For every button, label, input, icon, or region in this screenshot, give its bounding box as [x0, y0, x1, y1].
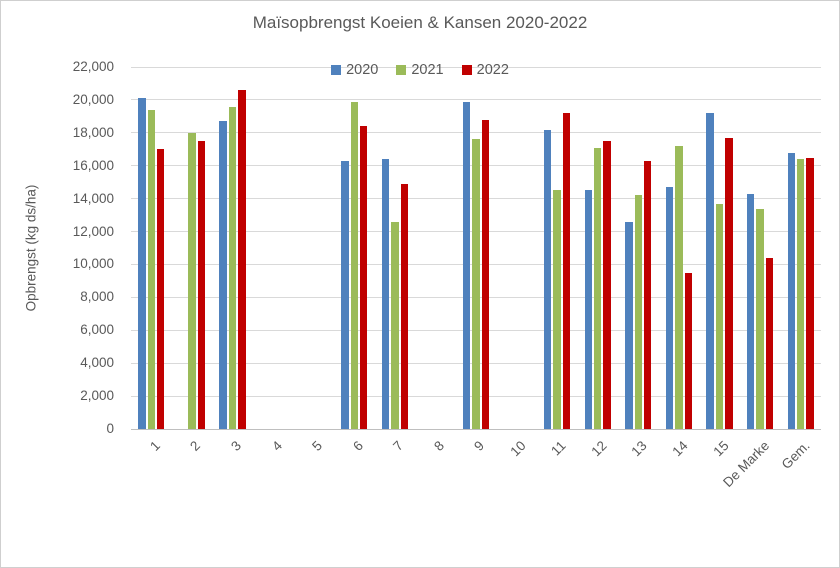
y-axis-tick-labels: 0 2,000 4,000 6,000 8,000 10,000 12,000 14,000 1…	[1, 1, 114, 567]
bar-2020-7	[381, 159, 390, 429]
x-axis-label-11: 11	[548, 438, 569, 459]
x-axis-label-8: 8	[431, 438, 448, 454]
bar-2020-13	[625, 221, 633, 429]
x-axis-label-6: 6	[349, 438, 366, 454]
bar-2021-2	[188, 132, 196, 429]
bar-2020-Gem.	[787, 152, 795, 429]
y-tick-label-14000: 14,000	[72, 190, 114, 206]
bar-2022-De Marke	[765, 257, 774, 429]
x-axis-label-15: 15	[709, 438, 732, 460]
bar-2021-15	[715, 203, 724, 429]
x-axis-label-7: 7	[390, 438, 407, 454]
y-tick-label-10000: 10,000	[72, 256, 114, 272]
bar-2021-7	[391, 221, 399, 429]
bar-2022-2	[197, 141, 205, 429]
x-axis-label-1: 1	[146, 438, 163, 454]
bar-2022-12	[603, 141, 611, 429]
chart-legend: 2020 2021 2022	[1, 62, 839, 78]
bar-2021-14	[675, 145, 683, 429]
bar-2020-15	[706, 113, 714, 429]
bar-2021-9	[472, 139, 480, 429]
bar-2021-11	[553, 190, 561, 429]
bar-2022-14	[684, 272, 693, 429]
bar-2021-1	[147, 109, 155, 429]
bar-2020-De Marke	[747, 193, 755, 429]
bar-2021-13	[634, 195, 643, 429]
x-axis-label-Gem.: Gem.	[778, 438, 813, 472]
bar-2021-Gem.	[797, 159, 805, 429]
bar-2021-12	[594, 147, 602, 429]
bar-2020-1	[138, 98, 146, 429]
legend-item-2021: 2021	[396, 62, 444, 78]
bar-2022-1	[156, 149, 165, 429]
legend-label-2021: 2021	[411, 62, 444, 78]
y-tick-label-0: 0	[106, 421, 114, 436]
bar-2021-6	[350, 101, 358, 429]
y-tick-label-8000: 8,000	[80, 289, 114, 305]
legend-label-2020: 2020	[346, 62, 379, 78]
x-axis-label-3: 3	[228, 438, 245, 454]
y-tick-label-16000: 16,000	[72, 157, 114, 173]
gridline-18000	[131, 132, 821, 134]
x-axis-label-4: 4	[268, 438, 285, 454]
bar-2020-12	[584, 190, 593, 429]
legend-swatch-2021	[396, 65, 407, 75]
gridline-20000	[131, 99, 821, 101]
y-tick-label-22000: 22,000	[72, 59, 114, 74]
bar-2022-7	[400, 183, 408, 429]
x-axis-label-5: 5	[309, 438, 326, 454]
gridline-22000	[131, 66, 821, 68]
bar-2021-De Marke	[756, 208, 764, 429]
bar-2021-3	[228, 106, 237, 429]
bar-2020-3	[219, 121, 227, 429]
legend-item-2020: 2020	[331, 62, 378, 78]
bar-2022-3	[238, 90, 246, 429]
bar-2022-11	[562, 113, 571, 429]
bar-2020-14	[665, 187, 674, 429]
x-axis-label-9: 9	[471, 438, 488, 454]
y-tick-label-12000: 12,000	[72, 223, 114, 239]
y-tick-label-2000: 2,000	[80, 388, 114, 404]
legend-swatch-2020	[331, 65, 342, 75]
y-tick-label-18000: 18,000	[72, 124, 114, 140]
bar-2022-6	[359, 126, 368, 429]
bar-2022-13	[644, 160, 652, 429]
x-axis-label-2: 2	[187, 438, 204, 454]
x-axis-label-12: 12	[588, 438, 610, 460]
y-tick-label-4000: 4,000	[80, 355, 114, 371]
legend-swatch-2022	[461, 65, 472, 75]
x-axis-label-10: 10	[506, 438, 529, 460]
legend-item-2022: 2022	[461, 62, 509, 78]
bar-2020-6	[341, 160, 349, 429]
chart-title: Maïsopbrengst Koeien & Kansen 2020-2022	[252, 13, 588, 32]
bar-2022-Gem.	[806, 157, 814, 429]
x-axis-label-14: 14	[669, 438, 691, 460]
y-tick-label-20000: 20,000	[72, 91, 114, 107]
y-tick-label-6000: 6,000	[80, 322, 114, 338]
bar-2020-9	[462, 101, 471, 429]
plot-area	[131, 66, 821, 430]
bar-2020-11	[544, 129, 552, 429]
x-axis-label-13: 13	[628, 438, 650, 460]
bar-2022-9	[481, 119, 490, 429]
bar-2022-15	[725, 137, 733, 429]
legend-label-2022: 2022	[476, 62, 509, 78]
